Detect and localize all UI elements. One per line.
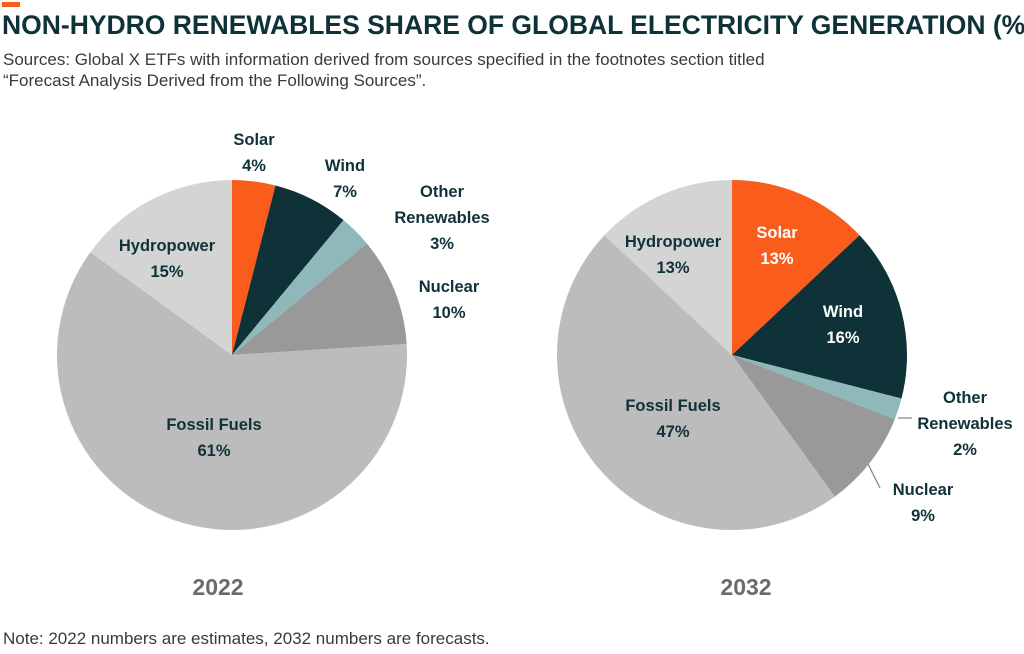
slice-wind — [732, 235, 907, 399]
leader-line-nuclear — [867, 463, 881, 489]
data-label-nuclear: Nuclear 10% — [419, 278, 480, 322]
data-label-fossil-fuels: Fossil Fuels 47% — [625, 397, 720, 441]
data-label-solar: Solar 4% — [233, 131, 275, 175]
chart-year-label: 2032 — [720, 574, 771, 600]
slice-nuclear — [232, 243, 407, 355]
slice-fossil-fuels — [557, 235, 835, 530]
subtitle-line-1: Sources: Global X ETFs with information … — [3, 50, 765, 69]
data-label-hydropower: Hydropower 13% — [625, 233, 722, 277]
slice-fossil-fuels — [56, 252, 407, 531]
data-label-wind: Wind 7% — [325, 157, 365, 201]
slice-wind — [232, 185, 344, 355]
chart-year-label: 2022 — [192, 574, 243, 600]
subtitle-line-2: “Forecast Analysis Derived from the Foll… — [3, 71, 427, 90]
slice-other-renewables — [732, 355, 902, 420]
data-label-other-renewables: Other Renewables 3% — [394, 183, 489, 253]
chart-title: NON-HYDRO RENEWABLES SHARE OF GLOBAL ELE… — [2, 10, 1024, 40]
data-label-fossil-fuels: Fossil Fuels 61% — [166, 416, 261, 460]
pie-chart-2032: Solar 13% Wind 16% Other Renewables 2% Nuclear 9… — [557, 180, 1013, 600]
data-label-other-renewables: Other Renewables 2% — [917, 389, 1012, 459]
pie-chart-2022: Solar 4% Wind 7% Other Renewables 3% Nuclear 10%… — [56, 131, 490, 600]
data-label-nuclear: Nuclear 9% — [893, 481, 954, 525]
slice-other-renewables — [232, 220, 367, 355]
data-label-solar: Solar 13% — [756, 224, 798, 268]
data-label-wind: Wind 16% — [823, 303, 863, 347]
slice-hydropower — [604, 180, 732, 355]
slice-hydropower — [90, 180, 232, 355]
footnote: Note: 2022 numbers are estimates, 2032 n… — [3, 629, 490, 648]
accent-bar — [2, 2, 20, 7]
slice-solar — [232, 180, 276, 355]
slice-nuclear — [732, 355, 895, 497]
slice-solar — [732, 180, 860, 355]
chart-subtitle: Sources: Global X ETFs with information … — [3, 49, 903, 91]
data-label-hydropower: Hydropower 15% — [119, 237, 216, 281]
